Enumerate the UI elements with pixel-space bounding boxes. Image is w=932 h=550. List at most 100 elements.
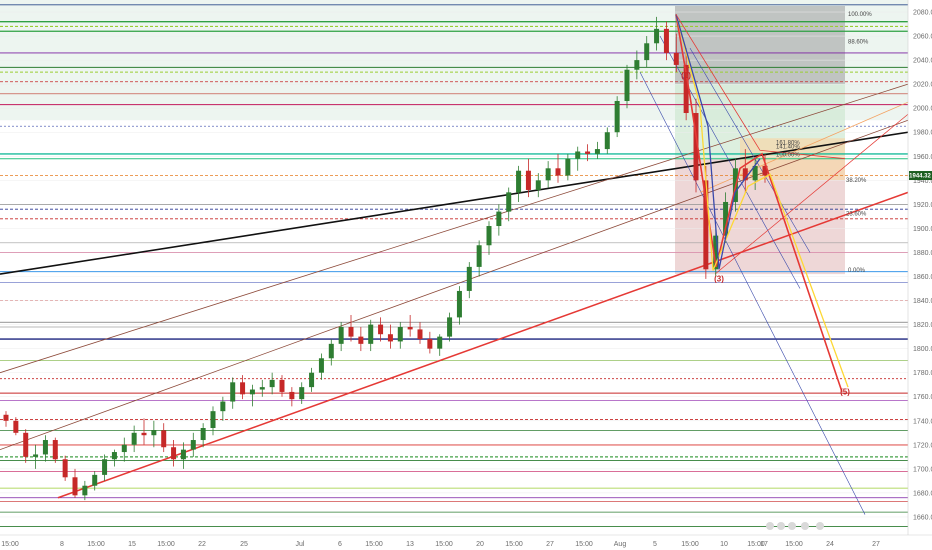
candle-body xyxy=(259,387,265,390)
candle-body xyxy=(200,428,206,441)
price-tick-label: 1660.00 xyxy=(913,514,932,521)
blue-fan-line xyxy=(689,47,811,253)
candle-body xyxy=(240,382,246,395)
candle-body xyxy=(407,327,413,330)
price-tick-label: 1760.00 xyxy=(913,394,932,401)
candle-body xyxy=(742,168,748,181)
candle-body xyxy=(368,324,374,344)
candle-body xyxy=(663,28,669,53)
candle-body xyxy=(111,452,117,460)
blue-wave-path xyxy=(675,14,761,270)
fib-level-label: 38.20% xyxy=(846,178,867,184)
candle-body xyxy=(131,432,137,445)
price-tick-label: 1900.00 xyxy=(913,226,932,233)
time-tick-label: 20 xyxy=(476,541,484,548)
candle-body xyxy=(525,170,531,190)
candle-body xyxy=(654,28,660,44)
candle-body xyxy=(151,430,157,436)
time-tick-label: Aug xyxy=(614,541,627,548)
candle-body xyxy=(52,440,58,460)
candle-body xyxy=(141,432,147,436)
candle-body xyxy=(496,211,502,227)
fib-level-label: 88.60% xyxy=(848,40,869,46)
time-tick-label: 24 xyxy=(826,541,834,548)
candle-body xyxy=(427,339,433,349)
candle-body xyxy=(506,192,512,212)
time-tick-label: 15:00 xyxy=(365,541,383,548)
wave-overlays xyxy=(675,14,849,393)
red-support-line xyxy=(57,191,909,499)
candle-body xyxy=(72,477,78,496)
time-tick-label: Jul xyxy=(296,541,305,548)
price-tick-label: 1740.00 xyxy=(913,418,932,425)
candle-body xyxy=(693,113,699,181)
time-axis-ticks: 15:00 8 15:00 15 15:00 22 25 Jul 6 15:00 13 15:00 20… xyxy=(1,541,880,548)
candle-series xyxy=(3,16,768,501)
candle-body xyxy=(220,401,226,412)
price-tick-label: 2060.00 xyxy=(913,34,932,41)
candle-body xyxy=(476,245,482,267)
candle-body xyxy=(82,485,88,496)
price-tick-label: 1720.00 xyxy=(913,442,932,449)
flag-icons[interactable] xyxy=(766,522,824,530)
current-price-badge: 1944.32 xyxy=(909,171,932,181)
time-tick-label: 5 xyxy=(653,541,657,548)
candle-body xyxy=(230,382,236,402)
blue-fan-line xyxy=(639,71,866,515)
candle-body xyxy=(555,168,561,176)
price-tick-label: 2080.00 xyxy=(913,10,932,17)
fib-level-label: 100.00% xyxy=(848,12,872,18)
candle-body xyxy=(171,447,177,460)
candle-body xyxy=(23,432,29,457)
time-tick-label: 15:00 xyxy=(681,541,699,548)
candle-body xyxy=(417,329,423,340)
candle-body xyxy=(397,327,403,342)
candle-body xyxy=(92,474,98,486)
time-axis[interactable] xyxy=(0,535,932,550)
fib-level-label: 0.00% xyxy=(848,268,866,274)
candle-body xyxy=(279,379,285,392)
candle-body xyxy=(762,165,768,176)
red-fan-line xyxy=(714,113,909,275)
candle-body xyxy=(387,334,393,342)
time-tick-label: 8 xyxy=(60,541,64,548)
candle-body xyxy=(210,411,216,428)
fib-level-label: 23.60% xyxy=(846,212,867,218)
wave-label: (5) xyxy=(840,387,850,396)
wave-label: (1) xyxy=(681,71,691,80)
candle-body xyxy=(466,266,472,291)
candle-body xyxy=(614,100,620,133)
candle-body xyxy=(42,440,48,455)
candle-body xyxy=(338,327,344,344)
candle-body xyxy=(121,444,127,453)
price-axis-ticks: 1660.00 1680.00 1700.00 1720.00 1740.00 1760.… xyxy=(913,10,932,522)
time-tick-label: 15:00 xyxy=(505,541,523,548)
time-tick-label: 17 xyxy=(760,541,768,548)
time-tick-label: 15:00 xyxy=(747,541,765,548)
candle-body xyxy=(33,454,39,457)
candle-body xyxy=(318,358,324,373)
candle-body xyxy=(249,389,255,395)
price-tick-label: 1700.00 xyxy=(913,466,932,473)
price-tick-label: 1780.00 xyxy=(913,370,932,377)
time-tick-label: 15:00 xyxy=(435,541,453,548)
time-tick-label: 27 xyxy=(872,541,880,548)
blue-fan-line xyxy=(659,35,801,289)
candle-body xyxy=(378,324,384,335)
candle-body xyxy=(604,132,610,150)
time-tick-label: 15:00 xyxy=(575,541,593,548)
candle-body xyxy=(673,52,679,65)
price-tick-label: 1820.00 xyxy=(913,322,932,329)
black-trendline xyxy=(0,131,909,275)
candle-body xyxy=(486,226,492,246)
candle-body xyxy=(269,379,275,388)
candle-body xyxy=(634,60,640,70)
price-axis[interactable] xyxy=(908,0,932,550)
candle-body xyxy=(565,158,571,176)
fib-level-label: 161.80% xyxy=(776,141,800,147)
time-tick-label: 6 xyxy=(338,541,342,548)
time-tick-label: 15:00 xyxy=(1,541,19,548)
price-tick-label: 1920.00 xyxy=(913,202,932,209)
time-tick-label: 22 xyxy=(198,541,206,548)
